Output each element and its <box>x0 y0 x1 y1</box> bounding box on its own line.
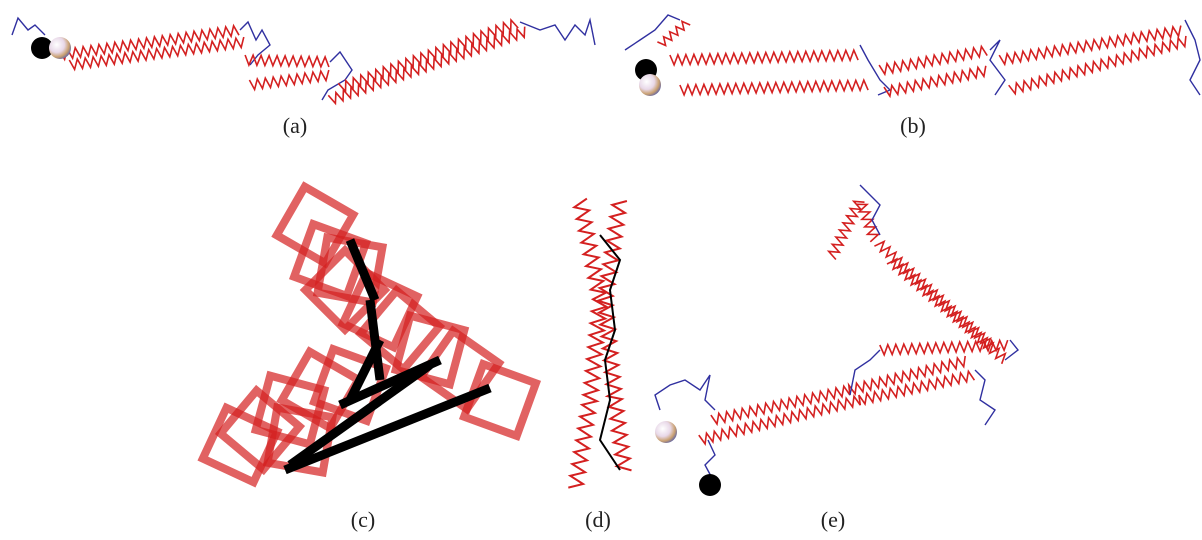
sphere-light <box>639 74 661 96</box>
sphere-black <box>699 474 721 496</box>
loop <box>655 375 715 410</box>
loop <box>520 20 595 45</box>
panel-label: (b) <box>900 113 926 138</box>
panel-label: (c) <box>351 507 375 532</box>
helix <box>829 201 865 259</box>
loop <box>975 370 995 425</box>
helix <box>245 55 329 67</box>
helix <box>249 70 328 89</box>
helix <box>568 199 606 488</box>
helix <box>999 26 1181 65</box>
helix <box>699 371 975 444</box>
helix <box>328 27 524 104</box>
panel-label: (e) <box>821 507 845 532</box>
structures <box>12 15 1200 488</box>
helix <box>670 50 858 65</box>
helix <box>680 80 868 95</box>
loop <box>705 440 715 478</box>
loop <box>990 40 1005 95</box>
helix <box>657 21 690 45</box>
loop <box>12 18 45 35</box>
loop <box>1185 20 1200 95</box>
figure: (a) (b) (c) (d) (e) <box>0 0 1202 540</box>
panel-label: (a) <box>283 113 307 138</box>
loop <box>850 350 880 395</box>
sphere-light <box>655 421 677 443</box>
sphere-light <box>49 37 71 59</box>
helix <box>338 20 518 91</box>
panel-label: (d) <box>585 507 611 532</box>
